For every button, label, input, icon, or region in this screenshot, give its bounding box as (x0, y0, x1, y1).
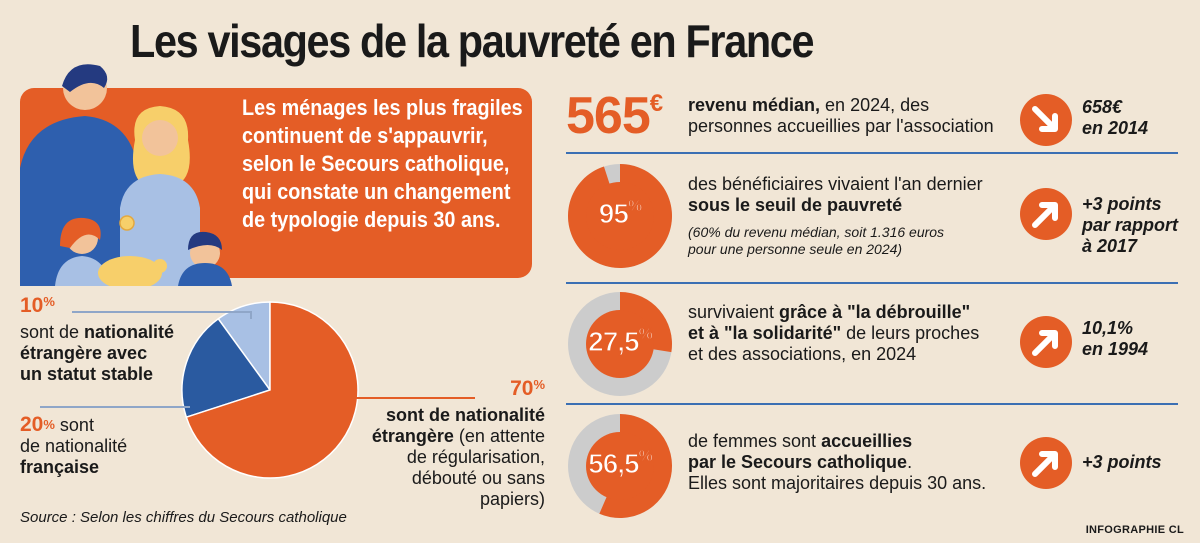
stat3-trend: 10,1% en 1994 (1082, 318, 1148, 360)
stat3-donut-chart (568, 292, 672, 396)
stat3-text3: et des associations, en 2024 (688, 344, 917, 364)
stat2-unit: % (627, 197, 642, 215)
stat2-bold: sous le seuil de pauvreté (688, 195, 903, 215)
value-20: 20 (20, 413, 44, 436)
stat1-text: revenu médian, en 2024, des personnes ac… (688, 95, 994, 137)
stat1-trend1: 658€ (1082, 97, 1123, 117)
stat4-text3: Elles sont majoritaires depuis 30 ans. (688, 473, 987, 493)
label-20-text1: sont (54, 415, 94, 435)
stat3-bold2: et à "la solidarité" (688, 323, 842, 343)
pie-slice-70 (185, 301, 359, 479)
stat2-value: 95% (566, 197, 674, 230)
trend-up-icon (1020, 188, 1072, 240)
stat3-value: 27,5% (566, 325, 674, 358)
stat2-donut-chart (568, 164, 672, 268)
separator-1 (566, 152, 1178, 154)
intro-text: Les ménages les plus fragiles continuent… (242, 95, 523, 232)
label-70-bold2: étrangère (371, 426, 454, 446)
stat4-text: de femmes sont accueillies par le Secour… (688, 431, 986, 494)
stat1-trend: 658€ en 2014 (1082, 97, 1148, 139)
stat3-text: survivaient grâce à "la débrouille" et à… (688, 302, 979, 365)
label-70-percent: 70% sont de nationalité étrangère (en at… (345, 377, 545, 510)
stat4-number: 56,5 (588, 447, 641, 479)
label-20-bold: française (20, 457, 100, 477)
stat4-donut: 56,5% (566, 412, 674, 520)
label-10-text: sont de (20, 322, 85, 342)
stat3-unit: % (638, 325, 653, 343)
leader-line-70 (355, 397, 475, 399)
stat3-trend2: en 1994 (1082, 339, 1149, 359)
stat4-value: 56,5% (566, 447, 674, 480)
label-10-percent: 10% sont de nationalité étrangère avec u… (20, 294, 174, 385)
stat4-text2: . (907, 452, 913, 472)
donut-hole (586, 182, 654, 250)
stat2-note2: pour une personne seule en 2024) (688, 241, 903, 257)
stat2-donut: 95% (566, 162, 674, 270)
donut-hole (586, 432, 654, 500)
stat1-value: 565€ (566, 86, 663, 146)
unit-20: % (43, 417, 55, 432)
stat4-bold1: accueillies (821, 431, 913, 451)
stat4-unit: % (638, 447, 653, 465)
stat2-trend: +3 points par rapport à 2017 (1082, 194, 1178, 257)
stat3-number: 27,5 (588, 325, 641, 357)
separator-2 (566, 282, 1178, 284)
page-title: Les visages de la pauvreté en France (130, 15, 815, 67)
label-20-percent: 20% sont de nationalité française (20, 414, 127, 478)
label-10-bold1: nationalité (84, 322, 175, 342)
stat3-text2: de leurs proches (841, 323, 980, 343)
stat2-trend1: +3 points (1082, 194, 1162, 214)
stat1-unit: € (649, 90, 663, 117)
pie-slice-20 (181, 317, 272, 419)
stat4-bold2: par le Secours catholique (688, 452, 908, 472)
label-10-bold3: un statut stable (20, 364, 154, 384)
leader-line-20 (40, 406, 190, 408)
unit-10: % (43, 294, 55, 309)
stat4-trend: +3 points (1082, 452, 1162, 473)
label-70-bold1: sont de nationalité (385, 405, 545, 425)
stat3-donut: 27,5% (566, 290, 674, 398)
stat3-trend1: 10,1% (1082, 318, 1134, 338)
stat2-number: 95 (598, 197, 629, 229)
stat4-text1: de femmes sont (688, 431, 822, 451)
separator-3 (566, 403, 1178, 405)
label-70-text2: de régularisation, (406, 447, 545, 467)
label-20-text2: de nationalité (20, 436, 128, 456)
label-70-text3: débouté ou sans papiers) (411, 468, 545, 509)
stat4-trend1: +3 points (1082, 452, 1162, 472)
source-note: Source : Selon les chiffres du Secours c… (20, 509, 347, 526)
donut-hole (586, 310, 654, 378)
credit: INFOGRAPHIE CL (1085, 524, 1184, 536)
trend-up-icon (1020, 437, 1072, 489)
leader-line-10 (72, 311, 252, 313)
stat2-text: des bénéficiaires vivaient l'an dernier … (688, 174, 983, 258)
stat2-trend3: à 2017 (1082, 236, 1138, 256)
stat1-number: 565 (566, 87, 651, 145)
leader-line-10-drop (250, 311, 252, 319)
stat1-trend2: en 2014 (1082, 118, 1149, 138)
stat1-text1: en 2024, des (820, 95, 930, 115)
family-illustration (20, 64, 232, 286)
stat3-bold1: grâce à "la débrouille" (779, 302, 971, 322)
unit-70: % (533, 377, 545, 392)
value-70: 70 (510, 377, 534, 400)
stat2-text1: des bénéficiaires vivaient l'an dernier (688, 174, 983, 194)
trend-up-icon (1020, 316, 1072, 368)
stat1-text2: personnes accueillies par l'association (688, 116, 994, 136)
stat1-bold: revenu médian, (688, 95, 821, 115)
label-10-bold2: étrangère avec (20, 343, 148, 363)
stat3-text1: survivaient (688, 302, 780, 322)
stat4-donut-chart (568, 414, 672, 518)
value-10: 10 (20, 294, 44, 317)
label-70-text1: (en attente (453, 426, 545, 446)
nationality-pie-chart (181, 301, 359, 479)
trend-down-icon (1020, 94, 1072, 146)
stat2-trend2: par rapport (1082, 215, 1179, 235)
stat2-note1: (60% du revenu médian, soit 1.316 euros (688, 224, 945, 240)
